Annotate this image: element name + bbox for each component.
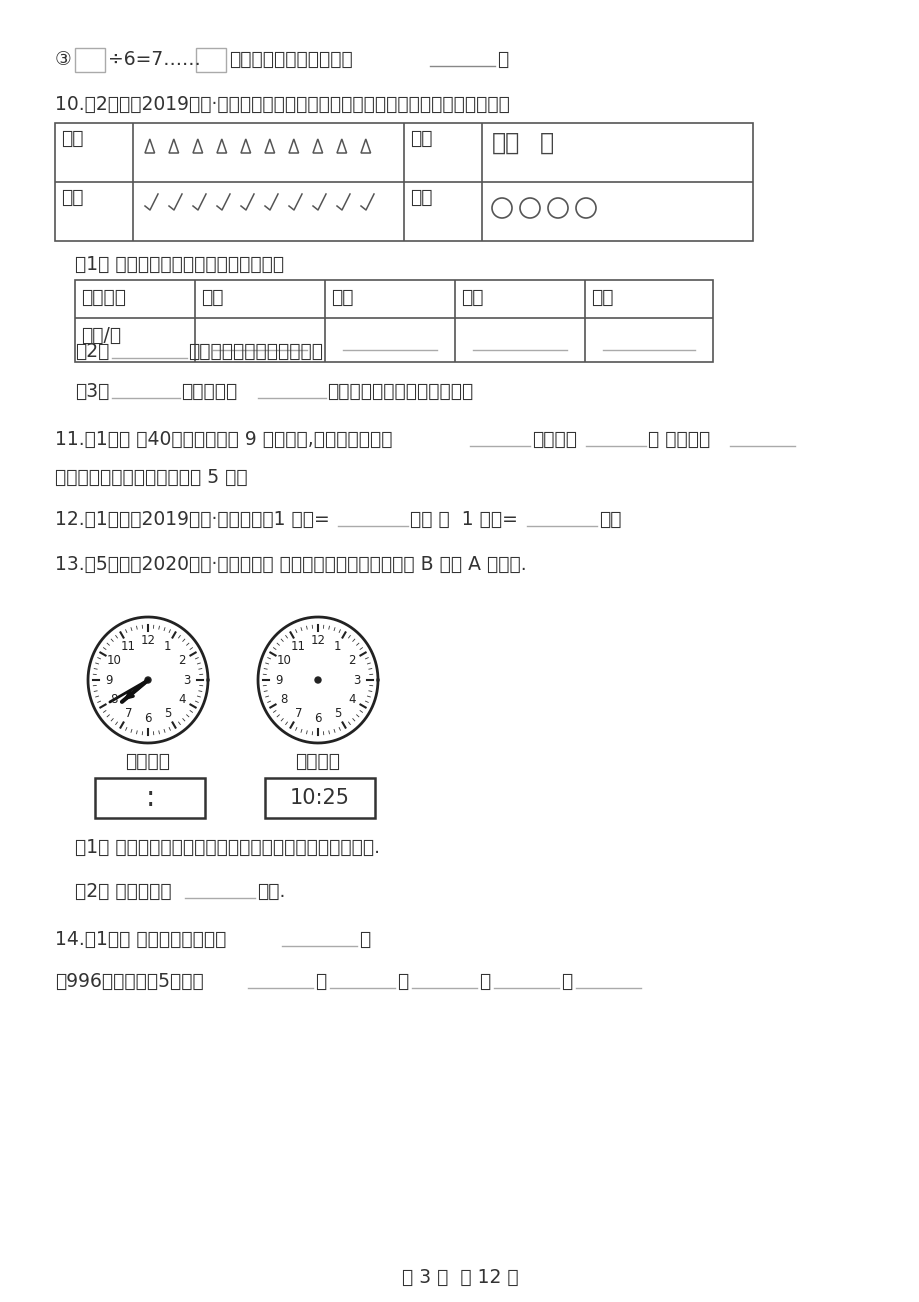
- Text: 3: 3: [183, 673, 190, 686]
- Text: :: :: [145, 784, 154, 812]
- Text: 8: 8: [280, 693, 288, 706]
- Text: 5: 5: [334, 707, 341, 720]
- Text: 个苹果，每个小朋友正好分得 5 个。: 个苹果，每个小朋友正好分得 5 个。: [55, 467, 247, 487]
- Text: 11: 11: [121, 639, 136, 652]
- Bar: [75, 48, 105, 72]
- Text: 6: 6: [144, 712, 152, 725]
- Text: 。: 。: [496, 49, 507, 69]
- Text: （1） 把记录的数据填在下面的表格里。: （1） 把记录的数据填在下面的表格里。: [75, 255, 284, 273]
- Text: 小熊: 小熊: [410, 129, 432, 148]
- Text: 4: 4: [347, 693, 355, 706]
- Text: 小猴: 小猴: [460, 288, 483, 307]
- Text: 1: 1: [164, 639, 171, 652]
- Text: 、: 、: [561, 973, 572, 991]
- Text: 毛绒玩具和: 毛绒玩具和: [181, 381, 237, 401]
- Text: ，这个算式的余数最小是: ，这个算式的余数最小是: [229, 49, 352, 69]
- Text: 飞机着陆: 飞机着陆: [295, 753, 340, 771]
- Text: 直角: 直角: [598, 510, 621, 529]
- Text: 正正: 正正: [492, 132, 519, 155]
- Bar: [265, 779, 375, 818]
- Text: 1: 1: [334, 639, 341, 652]
- Text: 第 3 页  共 12 页: 第 3 页 共 12 页: [402, 1268, 517, 1286]
- Bar: [196, 48, 226, 72]
- Text: 9: 9: [105, 673, 113, 686]
- Text: 12.（1分）（2019四上·沪西期末）1 平角=: 12.（1分）（2019四上·沪西期末）1 平角=: [55, 510, 329, 529]
- Bar: [95, 779, 205, 818]
- Bar: [75, 280, 712, 362]
- Text: 7: 7: [294, 707, 302, 720]
- Text: ③: ③: [55, 49, 72, 69]
- Text: ÷6=7……: ÷6=7……: [108, 49, 200, 69]
- Text: 小猴: 小猴: [61, 187, 84, 207]
- Text: 8: 8: [110, 693, 118, 706]
- Text: 14.（1分） 八百六十二写作：: 14.（1分） 八百六十二写作：: [55, 930, 226, 949]
- Text: 飞机起飞: 飞机起飞: [125, 753, 170, 771]
- Text: 个，还剩: 个，还剩: [531, 430, 576, 449]
- Text: 。: 。: [358, 930, 369, 949]
- Text: （2）: （2）: [75, 342, 109, 361]
- Text: 小狗: 小狗: [590, 288, 613, 307]
- Text: 从996往后接着的5个数是: 从996往后接着的5个数是: [55, 973, 203, 991]
- Text: （3）: （3）: [75, 381, 109, 401]
- Text: 毛绒玩具售出的数量同样多。: 毛绒玩具售出的数量同样多。: [326, 381, 472, 401]
- Text: 小猫: 小猫: [61, 129, 84, 148]
- Text: 3: 3: [353, 673, 360, 686]
- Text: 毛绒玩具: 毛绒玩具: [81, 288, 126, 307]
- Text: 10:25: 10:25: [289, 788, 349, 809]
- Text: 2: 2: [347, 654, 355, 667]
- Text: 13.（5分）（2020三上·城关期末） 假期，亮亮和妈妈乘飞机从 B 地到 A 地游玩.: 13.（5分）（2020三上·城关期末） 假期，亮亮和妈妈乘飞机从 B 地到 A…: [55, 555, 526, 574]
- Text: 2: 2: [178, 654, 186, 667]
- Text: （2） 飞机飞行了: （2） 飞机飞行了: [75, 881, 172, 901]
- Text: 4: 4: [178, 693, 186, 706]
- Text: 、: 、: [397, 973, 408, 991]
- Text: 、: 、: [314, 973, 326, 991]
- Bar: [55, 122, 752, 241]
- Text: 下: 下: [539, 132, 553, 155]
- Text: 10: 10: [277, 654, 291, 667]
- Text: 12: 12: [141, 634, 155, 647]
- Text: 小狗: 小狗: [410, 187, 432, 207]
- Text: 10: 10: [107, 654, 121, 667]
- Text: 小熊: 小熊: [331, 288, 353, 307]
- Text: 7: 7: [125, 707, 132, 720]
- Text: 6: 6: [314, 712, 322, 725]
- Text: 分钟.: 分钟.: [256, 881, 285, 901]
- Circle shape: [314, 677, 321, 684]
- Text: 12: 12: [311, 634, 325, 647]
- Text: （1） 写出飞机起飞的时间，并在图中画出飞机着陆的时间.: （1） 写出飞机起飞的时间，并在图中画出飞机着陆的时间.: [75, 838, 380, 857]
- Text: 、: 、: [479, 973, 490, 991]
- Text: 5: 5: [164, 707, 171, 720]
- Text: 个 最少添上: 个 最少添上: [647, 430, 709, 449]
- Circle shape: [145, 677, 151, 684]
- Text: 小猫: 小猫: [200, 288, 223, 307]
- Text: 10.（2分）（2019二下·南郑期末）下面是乐乐玩具店售出的毛绒玩具的情况记录。: 10.（2分）（2019二下·南郑期末）下面是乐乐玩具店售出的毛绒玩具的情况记录…: [55, 95, 509, 115]
- Text: 直角 ；  1 周角=: 直角 ； 1 周角=: [410, 510, 517, 529]
- Text: 9: 9: [275, 673, 282, 686]
- Text: 数量/个: 数量/个: [81, 326, 121, 345]
- Text: 毛绒玩具售出的数量最多。: 毛绒玩具售出的数量最多。: [187, 342, 323, 361]
- Text: 11: 11: [290, 639, 306, 652]
- Text: 11.（1分） 把40个苹果平均给 9 个小朋友,每个小朋友分得: 11.（1分） 把40个苹果平均给 9 个小朋友,每个小朋友分得: [55, 430, 392, 449]
